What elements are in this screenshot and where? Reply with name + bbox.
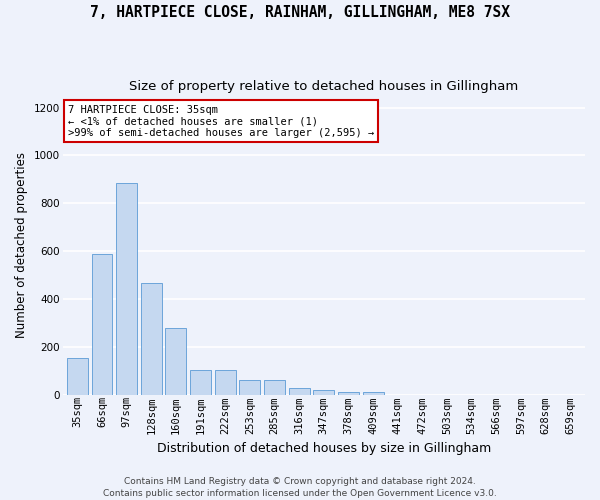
Bar (92, 254, 112, 395)
Bar (67, 358, 88, 395)
Text: 7, HARTPIECE CLOSE, RAINHAM, GILLINGHAM, ME8 7SX: 7, HARTPIECE CLOSE, RAINHAM, GILLINGHAM,… (90, 5, 510, 20)
Bar (338, 392, 359, 395)
Text: 7 HARTPIECE CLOSE: 35sqm
← <1% of detached houses are smaller (1)
>99% of semi-d: 7 HARTPIECE CLOSE: 35sqm ← <1% of detach… (68, 104, 374, 138)
Bar (289, 388, 310, 395)
X-axis label: Distribution of detached houses by size in Gillingham: Distribution of detached houses by size … (157, 442, 491, 455)
Bar (141, 284, 162, 395)
Bar (215, 370, 236, 395)
Y-axis label: Number of detached properties: Number of detached properties (15, 152, 28, 338)
Bar (190, 370, 211, 395)
Bar (264, 380, 285, 395)
Bar (362, 392, 383, 395)
Bar (166, 328, 187, 395)
Bar (116, 183, 137, 395)
Text: Contains HM Land Registry data © Crown copyright and database right 2024.
Contai: Contains HM Land Registry data © Crown c… (103, 476, 497, 498)
Title: Size of property relative to detached houses in Gillingham: Size of property relative to detached ho… (129, 80, 518, 93)
Bar (313, 390, 334, 395)
Bar (239, 380, 260, 395)
